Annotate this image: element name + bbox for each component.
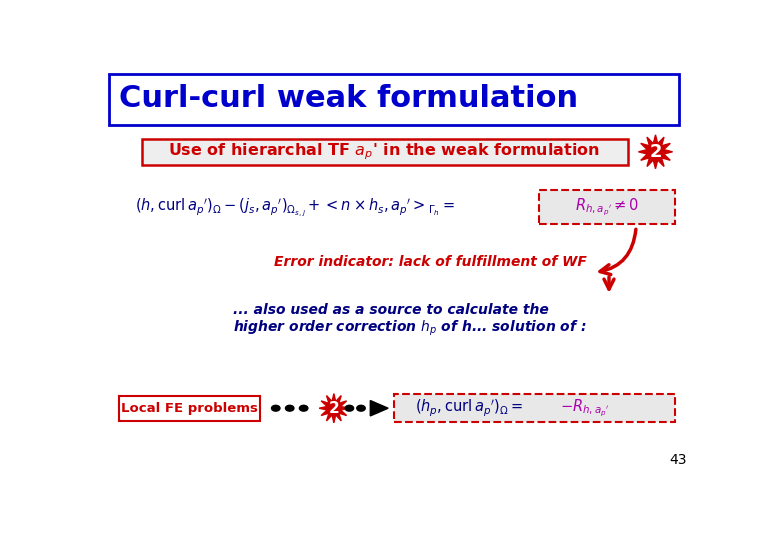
Text: $(h,\mathrm{curl}\,a_p{}^{\prime})_\Omega-(j_s,a_p{}^{\prime})_{\Omega_{s,j}}+<n: $(h,\mathrm{curl}\,a_p{}^{\prime})_\Omeg… xyxy=(135,197,455,218)
Circle shape xyxy=(271,406,280,411)
Text: Local FE problems: Local FE problems xyxy=(121,402,258,415)
FancyBboxPatch shape xyxy=(143,139,629,165)
Text: 2: 2 xyxy=(328,401,339,416)
Text: $-R_{h,a_p{}^{\prime}}$: $-R_{h,a_p{}^{\prime}}$ xyxy=(559,397,609,419)
Text: 43: 43 xyxy=(669,453,686,467)
FancyBboxPatch shape xyxy=(109,74,679,125)
Polygon shape xyxy=(319,394,349,423)
Polygon shape xyxy=(370,401,388,416)
Text: $(h_p,\mathrm{curl}\,a_p{}^{\prime})_\Omega=$: $(h_p,\mathrm{curl}\,a_p{}^{\prime})_\Om… xyxy=(416,397,523,419)
Circle shape xyxy=(356,406,365,411)
Text: ... also used as a source to calculate the: ... also used as a source to calculate t… xyxy=(233,302,549,316)
Text: Use of hierarchal TF $a_p$' in the weak formulation: Use of hierarchal TF $a_p$' in the weak … xyxy=(168,141,600,162)
FancyBboxPatch shape xyxy=(119,396,261,421)
Text: Curl-curl weak formulation: Curl-curl weak formulation xyxy=(119,84,578,113)
Polygon shape xyxy=(639,135,672,168)
FancyBboxPatch shape xyxy=(539,190,675,224)
Circle shape xyxy=(345,406,353,411)
Text: $R_{h,a_p{}^{\prime}}\neq 0$: $R_{h,a_p{}^{\prime}}\neq 0$ xyxy=(576,197,640,218)
Text: Error indicator: lack of fulfillment of WF: Error indicator: lack of fulfillment of … xyxy=(275,255,587,269)
Circle shape xyxy=(300,406,308,411)
Text: 2: 2 xyxy=(649,143,661,161)
FancyArrowPatch shape xyxy=(604,277,614,289)
Circle shape xyxy=(285,406,294,411)
Text: higher order correction $h_p$ of h... solution of :: higher order correction $h_p$ of h... so… xyxy=(233,319,587,338)
FancyArrowPatch shape xyxy=(600,230,636,274)
FancyBboxPatch shape xyxy=(395,394,675,422)
